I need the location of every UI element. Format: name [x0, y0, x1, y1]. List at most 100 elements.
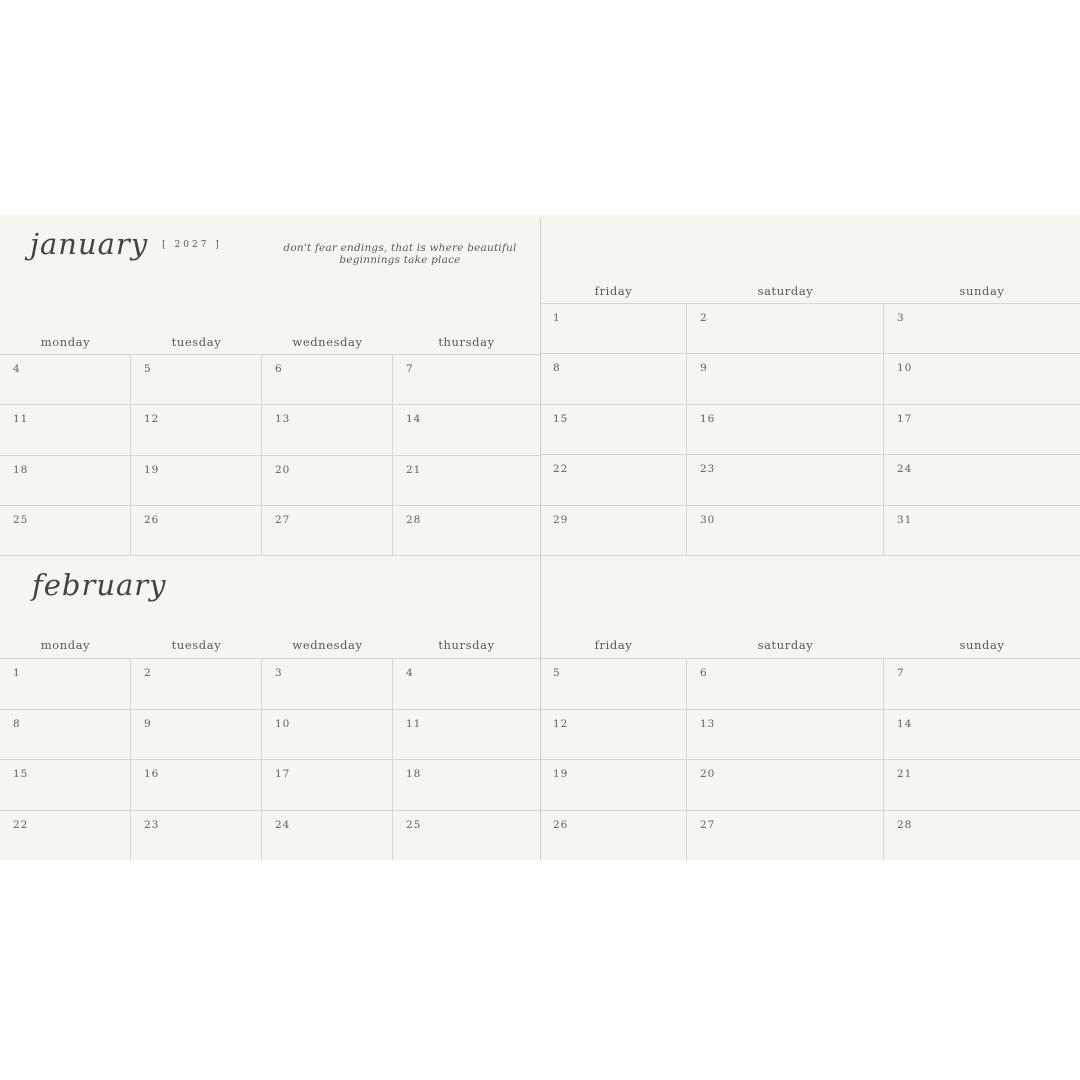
monthly-quote-text: don't fear endings, that is where beauti…	[283, 242, 517, 266]
day-cell: 14	[884, 708, 1080, 760]
day-cell: 21	[884, 759, 1080, 810]
day-header-thursday: thursday	[438, 335, 495, 349]
day-cell: 9	[687, 353, 884, 404]
day-number: 16	[144, 768, 160, 780]
day-number: 17	[897, 412, 913, 425]
day-cell: 11	[393, 708, 540, 760]
day-number: 12	[553, 717, 569, 730]
day-header-thursday: thursday	[438, 638, 495, 652]
day-cell: 23	[131, 809, 262, 860]
day-cell: 12	[540, 708, 687, 759]
day-cell: 3	[884, 303, 1080, 353]
day-headers-february-left: monday tuesday wednesday thursday	[0, 637, 540, 653]
january-right-page-grid: 1 2 3 8 9 10 15 16 17 22 23 24 29 30 31	[540, 303, 1080, 556]
day-number: 10	[275, 717, 291, 730]
day-cell: 6	[687, 658, 884, 709]
day-number: 1	[13, 667, 21, 679]
day-cell: 9	[131, 708, 262, 759]
day-number: 4	[13, 363, 21, 375]
day-cell: 27	[687, 809, 884, 860]
day-number: 13	[700, 717, 716, 730]
day-cell: 29	[540, 504, 687, 555]
day-number: 25	[13, 513, 29, 526]
day-cell: 25	[0, 504, 131, 555]
day-number: 19	[144, 463, 160, 476]
day-number: 5	[553, 667, 561, 679]
day-cell: 6	[262, 354, 393, 405]
day-number: 21	[897, 768, 913, 780]
day-cell: 18	[0, 454, 131, 505]
day-cell: 3	[262, 658, 393, 709]
day-number: 19	[553, 768, 569, 780]
day-number: 15	[13, 768, 29, 780]
day-cell: 28	[884, 809, 1080, 861]
day-number: 4	[406, 667, 414, 679]
day-cell: 28	[393, 504, 540, 555]
day-number: 2	[144, 667, 152, 679]
day-header-saturday: saturday	[757, 638, 814, 652]
day-number: 17	[275, 768, 291, 780]
day-number: 20	[700, 768, 716, 780]
day-number: 21	[406, 463, 422, 476]
day-cell: 24	[262, 809, 393, 860]
day-cell: 17	[884, 403, 1080, 454]
day-number: 10	[897, 362, 913, 375]
day-cell: 20	[687, 759, 884, 810]
day-header-wednesday: wednesday	[292, 335, 363, 349]
planner-spread-panel: january [ 2027 ] don't fear endings, that…	[0, 215, 1080, 860]
day-cell: 24	[884, 454, 1080, 504]
day-number: 8	[553, 362, 561, 375]
day-number: 6	[700, 667, 708, 679]
day-header-sunday: sunday	[959, 284, 1005, 298]
day-cell: 2	[687, 303, 884, 354]
month-title-february: february	[32, 568, 167, 602]
day-number: 23	[144, 818, 160, 831]
day-number: 3	[897, 312, 905, 324]
day-headers-january-left: monday tuesday wednesday thursday	[0, 334, 540, 350]
year-label: [ 2027 ]	[162, 240, 222, 250]
day-number: 26	[144, 513, 160, 526]
day-header-saturday: saturday	[757, 284, 814, 298]
day-cell: 16	[131, 759, 262, 810]
day-cell: 22	[0, 809, 131, 860]
day-number: 12	[144, 413, 160, 426]
day-cell: 26	[131, 504, 262, 555]
day-header-tuesday: tuesday	[171, 335, 222, 349]
day-cell: 8	[540, 353, 687, 404]
day-cell: 2	[131, 658, 262, 709]
day-cell: 8	[0, 708, 131, 759]
day-number: 20	[275, 463, 291, 476]
day-number: 6	[275, 363, 283, 375]
day-number: 2	[700, 312, 708, 324]
day-number: 24	[897, 463, 913, 476]
day-number: 11	[13, 413, 29, 426]
day-number: 1	[553, 312, 561, 324]
day-header-friday: friday	[594, 284, 633, 298]
day-cell: 7	[393, 354, 540, 404]
day-number: 16	[700, 412, 716, 425]
day-header-monday: monday	[40, 638, 91, 652]
day-cell: 17	[262, 759, 393, 810]
day-cell: 30	[687, 504, 884, 555]
day-cell: 22	[540, 454, 687, 505]
day-cell: 14	[393, 404, 540, 454]
day-cell: 23	[687, 454, 884, 505]
day-number: 8	[13, 717, 21, 730]
day-number: 9	[700, 362, 708, 375]
day-cell: 15	[0, 759, 131, 810]
day-number: 3	[275, 667, 283, 679]
day-number: 23	[700, 463, 716, 476]
day-cell: 31	[884, 504, 1080, 555]
day-number: 5	[144, 363, 152, 375]
day-number: 11	[406, 717, 422, 730]
day-cell: 18	[393, 759, 540, 810]
day-number: 14	[897, 717, 913, 730]
day-cell: 20	[262, 454, 393, 505]
day-number: 18	[406, 768, 422, 780]
day-number: 13	[275, 413, 291, 426]
day-cell: 12	[131, 404, 262, 455]
february-script-text: february	[32, 568, 167, 602]
day-number: 22	[553, 463, 569, 476]
day-cell: 5	[131, 354, 262, 405]
day-number: 28	[897, 818, 913, 831]
